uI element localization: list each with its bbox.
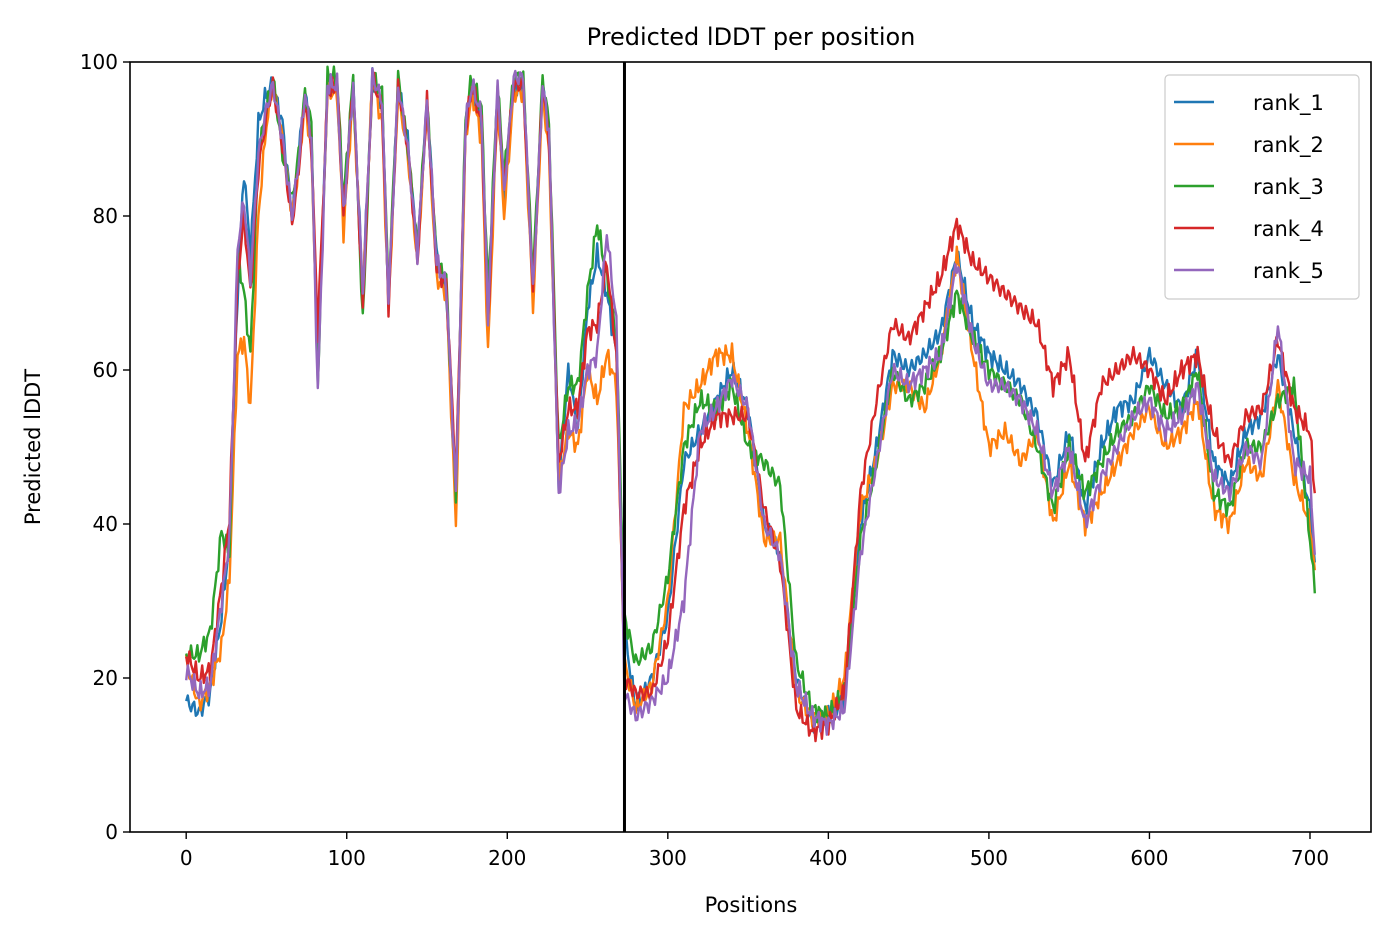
y-axis-label: Predicted lDDT xyxy=(21,369,45,525)
legend-box xyxy=(1164,74,1360,300)
legend-label-rank_5: rank_5 xyxy=(1253,259,1324,284)
legend-label-rank_3: rank_3 xyxy=(1253,175,1324,200)
x-tick-label: 700 xyxy=(1291,846,1329,870)
y-tick-label: 80 xyxy=(93,204,118,228)
chart-title: Predicted lDDT per position xyxy=(587,23,916,51)
series-line-rank_5 xyxy=(185,67,1316,736)
legend-label-rank_1: rank_1 xyxy=(1253,91,1324,116)
legend-items: rank_1 rank_2 rank_3 rank_4 rank_5 xyxy=(1174,91,1324,284)
x-tick-label: 300 xyxy=(649,846,687,870)
y-axis: 0 20 40 60 80 100 xyxy=(80,50,130,844)
x-tick-label: 200 xyxy=(488,846,526,870)
y-tick-label: 100 xyxy=(80,50,118,74)
y-tick-label: 40 xyxy=(93,512,118,536)
x-axis: 0 100 200 300 400 500 600 700 xyxy=(180,832,1329,870)
x-tick-label: 100 xyxy=(328,846,366,870)
y-tick-label: 60 xyxy=(93,358,118,382)
x-tick-label: 400 xyxy=(809,846,847,870)
legend: rank_1 rank_2 rank_3 rank_4 rank_5 xyxy=(1164,74,1360,300)
legend-label-rank_2: rank_2 xyxy=(1253,133,1324,158)
x-tick-label: 0 xyxy=(180,846,193,870)
series-layer xyxy=(185,65,1316,743)
y-tick-label: 20 xyxy=(93,666,118,690)
x-tick-label: 600 xyxy=(1130,846,1168,870)
legend-label-rank_4: rank_4 xyxy=(1253,217,1324,242)
x-axis-label: Positions xyxy=(705,893,798,917)
y-tick-label: 0 xyxy=(105,820,118,844)
plot-frame xyxy=(129,61,1372,833)
x-tick-label: 500 xyxy=(970,846,1008,870)
